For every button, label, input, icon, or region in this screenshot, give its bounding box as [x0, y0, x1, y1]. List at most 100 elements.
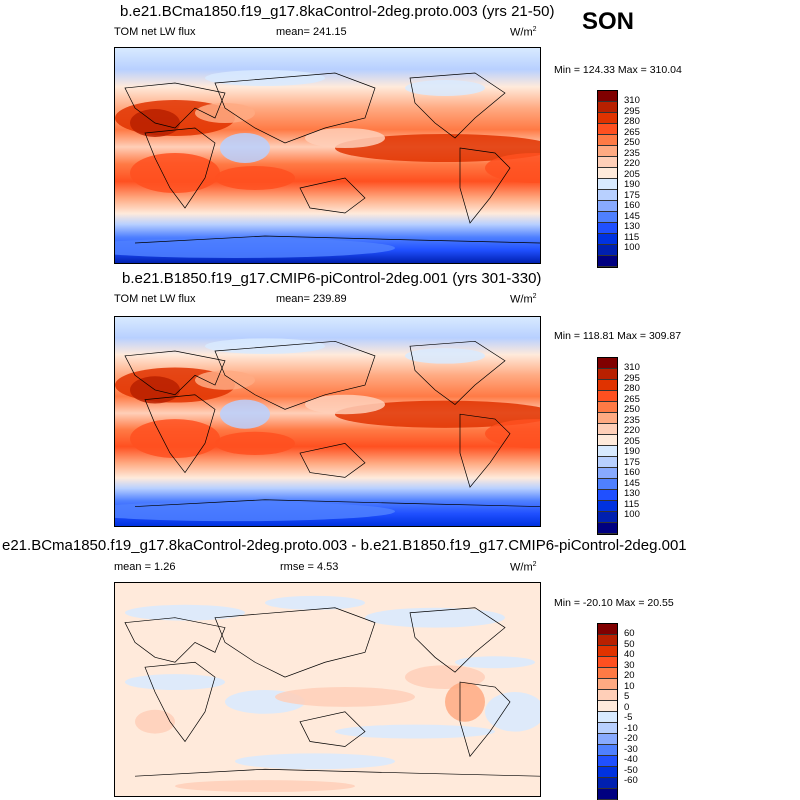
- colorbar: [597, 357, 618, 535]
- colorbar-box: [598, 745, 617, 756]
- colorbar-tick-label: 295: [624, 105, 640, 117]
- colorbar-box: [598, 135, 617, 146]
- coastline: [299, 711, 366, 747]
- colorbar-box: [598, 756, 617, 767]
- map-anomaly: [220, 399, 270, 429]
- coastline: [124, 350, 226, 396]
- colorbar: [597, 623, 618, 800]
- colorbar-box: [598, 778, 617, 789]
- colorbar-tick-label: 280: [624, 116, 640, 127]
- min-max-label: Min = 118.81 Max = 309.87: [554, 330, 682, 342]
- colorbar-box: [598, 435, 617, 446]
- colorbar-tick-label: 235: [624, 147, 640, 159]
- colorbar-tick-label: 190: [624, 446, 640, 457]
- map-anomaly: [335, 400, 555, 428]
- colorbar-box: [598, 256, 617, 267]
- colorbar-tick-label: 20: [624, 670, 635, 681]
- units-label: W/m2: [510, 561, 537, 574]
- colorbar-tick-label: 145: [624, 477, 640, 489]
- colorbar: [597, 90, 618, 268]
- colorbar-tick-label: 190: [624, 179, 640, 190]
- colorbar-tick-label: 265: [624, 393, 640, 405]
- colorbar-box: [598, 245, 617, 256]
- coastline: [144, 394, 216, 474]
- colorbar-box: [598, 102, 617, 113]
- map-anomaly: [305, 128, 385, 148]
- colorbar-tick-label: 280: [624, 383, 640, 394]
- coastline: [214, 607, 376, 678]
- colorbar-box: [598, 624, 617, 635]
- map-anomaly: [275, 687, 415, 707]
- map-anomaly: [215, 166, 295, 190]
- colorbar-tick-label: 115: [624, 498, 640, 510]
- colorbar-box: [598, 413, 617, 424]
- colorbar-box: [598, 124, 617, 135]
- colorbar-tick-label: 265: [624, 126, 640, 138]
- units-text: W/m: [510, 293, 533, 306]
- colorbar-box: [598, 369, 617, 380]
- colorbar-tick-label: 10: [624, 680, 635, 692]
- colorbar-tick-label: -60: [624, 775, 638, 786]
- coastline: [459, 147, 511, 224]
- units-superscript: 2: [532, 26, 537, 33]
- panel-center-label: mean= 239.89: [276, 293, 347, 305]
- colorbar-box: [598, 113, 617, 124]
- panel-title: b.e21.B1850.f19_g17.CMIP6-piControl-2deg…: [122, 270, 542, 287]
- map-anomaly: [485, 691, 545, 732]
- colorbar-box: [598, 490, 617, 501]
- coastline: [299, 442, 366, 478]
- colorbar-box: [598, 646, 617, 657]
- panel-center-label: mean= 241.15: [276, 26, 347, 38]
- colorbar-tick-label: 205: [624, 168, 640, 180]
- map-anomaly: [265, 595, 365, 610]
- colorbar-tick-label: 220: [624, 425, 640, 436]
- panel-center-label: rmse = 4.53: [280, 561, 339, 573]
- map-anomaly: [445, 682, 485, 722]
- coastline: [409, 72, 506, 139]
- colorbar-box: [598, 668, 617, 679]
- colorbar-tick-label: 50: [624, 638, 635, 650]
- map-anomaly: [405, 80, 485, 96]
- colorbar-tick-label: 5: [624, 691, 630, 702]
- map-anomaly: [175, 780, 355, 793]
- colorbar-tick-label: 250: [624, 404, 640, 415]
- panel-title: b.e21.BCma1850.f19_g17.8kaControl-2deg.p…: [120, 3, 555, 20]
- panel-left-label: mean = 1.26: [114, 561, 176, 573]
- coastline: [124, 82, 226, 129]
- map-anomaly: [305, 394, 385, 415]
- colorbar-tick-label: -10: [624, 722, 638, 734]
- units-text: W/m: [510, 561, 533, 574]
- colorbar-box: [598, 457, 617, 468]
- map-anomaly: [365, 607, 505, 628]
- colorbar-tick-label: 145: [624, 210, 640, 222]
- colorbar-box: [598, 635, 617, 646]
- colorbar-tick-label: 250: [624, 137, 640, 148]
- colorbar-box: [598, 712, 617, 723]
- coastline: [214, 340, 376, 410]
- colorbar-box: [598, 234, 617, 245]
- colorbar-box: [598, 424, 617, 435]
- colorbar-tick-label: -40: [624, 754, 638, 765]
- colorbar-tick-label: 30: [624, 659, 635, 671]
- colorbar-tick-label: 235: [624, 414, 640, 426]
- colorbar-tick-label: 160: [624, 467, 640, 478]
- map-anomaly: [75, 238, 395, 258]
- colorbar-tick-label: 0: [624, 701, 630, 713]
- map-anomaly: [205, 70, 325, 86]
- map-anomaly: [130, 419, 220, 458]
- units-text: W/m: [510, 26, 533, 39]
- colorbar-box: [598, 501, 617, 512]
- coastline: [299, 177, 366, 214]
- coastline: [134, 768, 541, 777]
- units-label: W/m2: [510, 26, 537, 39]
- colorbar-box: [598, 679, 617, 690]
- min-max-label: Min = 124.33 Max = 310.04: [554, 64, 682, 76]
- colorbar-box: [598, 358, 617, 369]
- colorbar-tick-label: 175: [624, 456, 640, 468]
- colorbar-box: [598, 201, 617, 212]
- colorbar-box: [598, 723, 617, 734]
- coastline: [459, 681, 511, 758]
- colorbar-tick-label: 220: [624, 158, 640, 169]
- colorbar-tick-label: 115: [624, 231, 640, 243]
